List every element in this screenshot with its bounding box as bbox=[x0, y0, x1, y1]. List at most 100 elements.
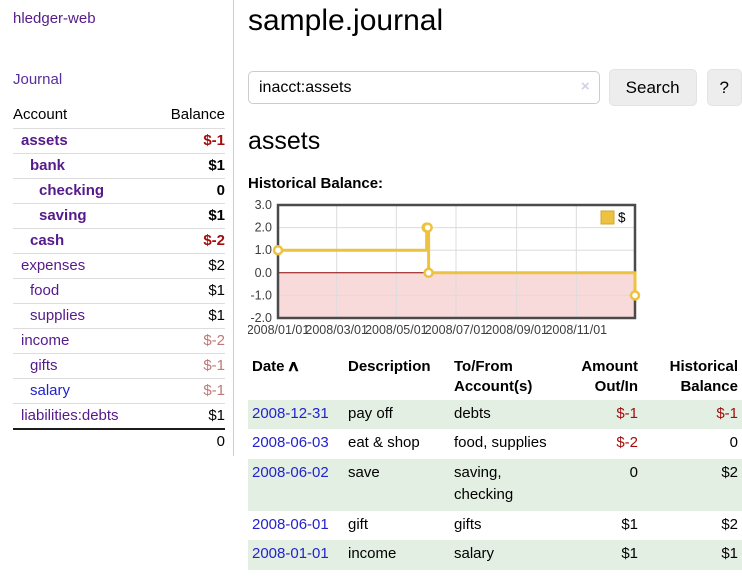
account-row: saving $1 bbox=[13, 204, 225, 229]
svg-text:2008/03/01: 2008/03/01 bbox=[305, 323, 368, 337]
account-row: gifts $-1 bbox=[13, 354, 225, 379]
account-link[interactable]: income bbox=[21, 332, 70, 349]
svg-text:2008/05/01: 2008/05/01 bbox=[365, 323, 428, 337]
register-header-date[interactable]: Date ∧ bbox=[248, 355, 344, 400]
account-balance: $1 bbox=[208, 407, 225, 424]
register-row: 2008-06-02 save saving, checking 0 $2 bbox=[248, 458, 742, 511]
svg-text:0.0: 0.0 bbox=[255, 266, 272, 280]
balance-cell: $2 bbox=[642, 458, 742, 511]
date-link[interactable]: 2008-06-01 bbox=[252, 515, 329, 533]
svg-text:2.0: 2.0 bbox=[255, 221, 272, 235]
account-link[interactable]: expenses bbox=[21, 257, 86, 274]
register-row: 2008-01-01 income salary $1 $1 bbox=[248, 540, 742, 570]
svg-text:1.0: 1.0 bbox=[255, 243, 272, 257]
account-link[interactable]: supplies bbox=[30, 307, 86, 324]
register-row: 2008-12-31 pay off debts $-1 $-1 bbox=[248, 399, 742, 429]
account-balance: $-1 bbox=[203, 382, 225, 399]
accounts-header-balance: Balance bbox=[170, 106, 225, 123]
account-link[interactable]: food bbox=[30, 282, 60, 299]
svg-text:-2.0: -2.0 bbox=[250, 311, 272, 325]
accounts-header-row: Account Balance bbox=[13, 102, 225, 129]
balance-cell: 0 bbox=[729, 434, 738, 451]
account-row: assets $-1 bbox=[13, 129, 225, 154]
sidebar-item-journal[interactable]: Journal bbox=[13, 71, 63, 88]
register-header-accounts: To/From Account(s) bbox=[454, 358, 533, 396]
account-balance: 0 bbox=[216, 182, 225, 199]
accounts-cell: saving, checking bbox=[450, 458, 562, 511]
account-row: salary $-1 bbox=[13, 379, 225, 404]
page-title: sample.journal bbox=[248, 4, 444, 37]
account-link[interactable]: liabilities:debts bbox=[21, 407, 119, 424]
description-cell: income bbox=[344, 540, 450, 570]
account-link[interactable]: assets bbox=[21, 132, 68, 149]
accounts-table: Account Balance assets $-1 bank $1 check… bbox=[13, 102, 225, 454]
amount-cell: $1 bbox=[562, 540, 642, 570]
account-row: expenses $2 bbox=[13, 254, 225, 279]
date-link[interactable]: 2008-06-03 bbox=[252, 434, 329, 451]
svg-text:2008/09/01: 2008/09/01 bbox=[485, 323, 548, 337]
amount-cell: $1 bbox=[621, 515, 638, 533]
account-balance: $1 bbox=[208, 282, 225, 299]
account-row: food $1 bbox=[13, 279, 225, 304]
description-cell: eat & shop bbox=[348, 434, 420, 451]
svg-text:-1.0: -1.0 bbox=[250, 288, 272, 302]
app-title-link[interactable]: hledger-web bbox=[13, 10, 96, 27]
account-link[interactable]: checking bbox=[39, 182, 105, 199]
register-header-amount: Amount Out/In bbox=[581, 358, 638, 396]
account-row: supplies $1 bbox=[13, 304, 225, 329]
date-link[interactable]: 2008-01-01 bbox=[252, 545, 329, 562]
historical-balance-chart[interactable]: 3.0 2.0 1.0 0.0 -1.0 -2.02008/01/012008/03/01… bbox=[248, 198, 642, 344]
account-row: cash $-2 bbox=[13, 229, 225, 254]
chart-title: Historical Balance: bbox=[248, 175, 384, 192]
clear-search-icon[interactable]: × bbox=[580, 78, 590, 95]
date-link[interactable]: 2008-06-02 bbox=[252, 463, 329, 481]
account-balance: $-2 bbox=[203, 332, 225, 349]
register-row: 2008-06-03 eat & shop food, supplies $-2… bbox=[248, 429, 742, 459]
accounts-cell: salary bbox=[450, 540, 562, 570]
account-heading: assets bbox=[248, 127, 321, 155]
amount-cell: $-2 bbox=[616, 434, 638, 451]
sidebar: hledger-web Journal Account Balance asse… bbox=[0, 0, 234, 456]
account-balance: $-2 bbox=[203, 232, 225, 249]
account-balance: $2 bbox=[208, 257, 225, 274]
accounts-cell: gifts bbox=[454, 515, 482, 533]
register-header-balance: Historical Balance bbox=[669, 358, 738, 396]
accounts-header-account: Account bbox=[13, 106, 68, 123]
date-link[interactable]: 2008-12-31 bbox=[252, 404, 329, 422]
accounts-cell: food, supplies bbox=[454, 434, 547, 451]
account-row: bank $1 bbox=[13, 154, 225, 179]
account-balance: $-1 bbox=[203, 132, 225, 149]
accounts-cell: debts bbox=[450, 399, 562, 429]
svg-text:2008/11/01: 2008/11/01 bbox=[545, 323, 607, 337]
account-link[interactable]: bank bbox=[30, 157, 66, 174]
balance-cell: $1 bbox=[642, 540, 742, 570]
svg-text:2008/07/01: 2008/07/01 bbox=[425, 323, 488, 337]
accounts-total-value: 0 bbox=[216, 433, 225, 450]
main-content: sample.journal × Search ? assets Histori… bbox=[248, 0, 742, 570]
account-balance: $-1 bbox=[203, 357, 225, 374]
search-form: × Search ? bbox=[248, 69, 742, 106]
svg-text:3.0: 3.0 bbox=[255, 198, 272, 212]
sort-ascending-icon: ∧ bbox=[286, 358, 300, 375]
description-cell: gift bbox=[348, 515, 369, 533]
account-link[interactable]: gifts bbox=[30, 357, 58, 374]
register-header-description: Description bbox=[348, 358, 431, 375]
account-link[interactable]: cash bbox=[30, 232, 65, 249]
account-row: liabilities:debts $1 bbox=[13, 404, 225, 429]
register-header-row: Date ∧ Description To/From Account(s) Amo… bbox=[248, 355, 742, 400]
accounts-total-row: 0 bbox=[13, 429, 225, 454]
account-balance: $1 bbox=[208, 307, 225, 324]
search-button[interactable]: Search bbox=[608, 69, 697, 106]
search-box: × bbox=[248, 71, 600, 104]
account-row: checking 0 bbox=[13, 179, 225, 204]
account-balance: $1 bbox=[208, 157, 225, 174]
description-cell: pay off bbox=[344, 399, 450, 429]
register-table: Date ∧ Description To/From Account(s) Amo… bbox=[248, 355, 742, 570]
account-balance: $1 bbox=[208, 207, 225, 224]
amount-cell: 0 bbox=[562, 458, 642, 511]
account-link[interactable]: salary bbox=[30, 382, 71, 399]
help-button[interactable]: ? bbox=[706, 69, 742, 106]
account-link[interactable]: saving bbox=[39, 207, 87, 224]
account-row: income $-2 bbox=[13, 329, 225, 354]
search-input[interactable] bbox=[248, 71, 600, 104]
